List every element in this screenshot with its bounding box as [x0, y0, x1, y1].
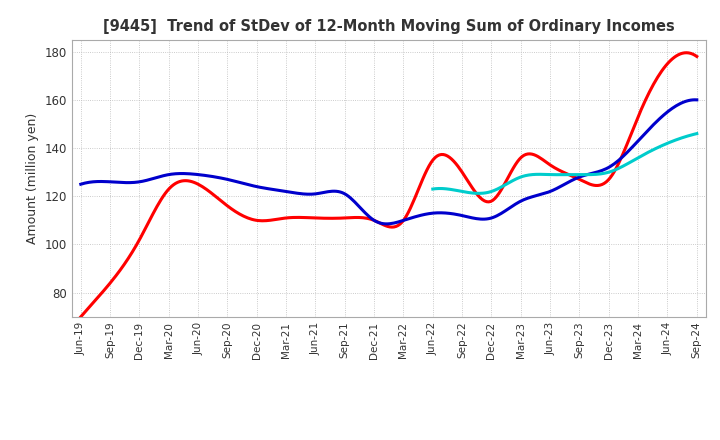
- 3 Years: [76, 314, 85, 319]
- 7 Years: [585, 172, 594, 177]
- 3 Years: [441, 152, 450, 158]
- Line: 5 Years: 5 Years: [81, 100, 697, 224]
- 5 Years: [693, 97, 701, 103]
- Title: [9445]  Trend of StDev of 12-Month Moving Sum of Ordinary Incomes: [9445] Trend of StDev of 12-Month Moving…: [103, 19, 675, 34]
- 3 Years: [682, 50, 690, 55]
- Line: 7 Years: 7 Years: [433, 134, 697, 193]
- 3 Years: [595, 183, 604, 188]
- 7 Years: [591, 172, 600, 177]
- 3 Years: [444, 154, 452, 159]
- 7 Years: [474, 191, 483, 196]
- 5 Years: [76, 182, 85, 187]
- 3 Years: [635, 112, 644, 117]
- 3 Years: [693, 54, 701, 59]
- 5 Years: [637, 135, 646, 140]
- 3 Years: [78, 312, 87, 317]
- 5 Years: [598, 168, 606, 173]
- 3 Years: [454, 163, 462, 169]
- 5 Years: [78, 181, 87, 186]
- 5 Years: [456, 213, 464, 218]
- 5 Years: [445, 211, 454, 216]
- 7 Years: [693, 131, 701, 136]
- 7 Years: [669, 139, 678, 144]
- 7 Years: [587, 172, 595, 177]
- 5 Years: [444, 210, 452, 216]
- 5 Years: [690, 97, 699, 103]
- Line: 3 Years: 3 Years: [81, 53, 697, 317]
- 7 Years: [429, 186, 438, 191]
- 7 Years: [428, 187, 437, 192]
- Y-axis label: Amount (million yen): Amount (million yen): [26, 113, 39, 244]
- 5 Years: [382, 221, 390, 227]
- 7 Years: [652, 146, 660, 151]
